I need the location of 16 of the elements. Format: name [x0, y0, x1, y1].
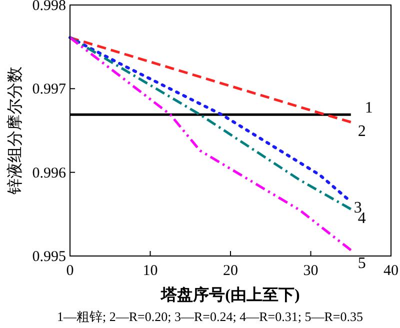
x-tick-label: 20: [223, 263, 238, 279]
series-label: 3: [354, 199, 362, 216]
series-label: 2: [358, 123, 366, 140]
x-tick-label: 30: [303, 263, 318, 279]
y-tick-label: 0.998: [32, 0, 66, 14]
x-tick-label: 0: [66, 263, 74, 279]
series-label: 1: [364, 100, 373, 117]
y-tick-label: 0.996: [32, 165, 66, 182]
y-tick-label: 0.997: [32, 82, 66, 98]
x-tick-label: 10: [142, 263, 158, 279]
x-tick-label: 40: [384, 263, 398, 279]
y-axis-title: 锌液组分摩尔分数: [6, 66, 24, 196]
x-axis-title: 塔盘序号(由上至下): [160, 285, 300, 304]
series-label: 5: [358, 255, 366, 272]
y-tick-label: 0.995: [32, 249, 66, 265]
text: 1—粗锌; 2—R=0.20; 3—R=0.24; 4—R=0.31; 5—R=0.35: [57, 309, 363, 324]
